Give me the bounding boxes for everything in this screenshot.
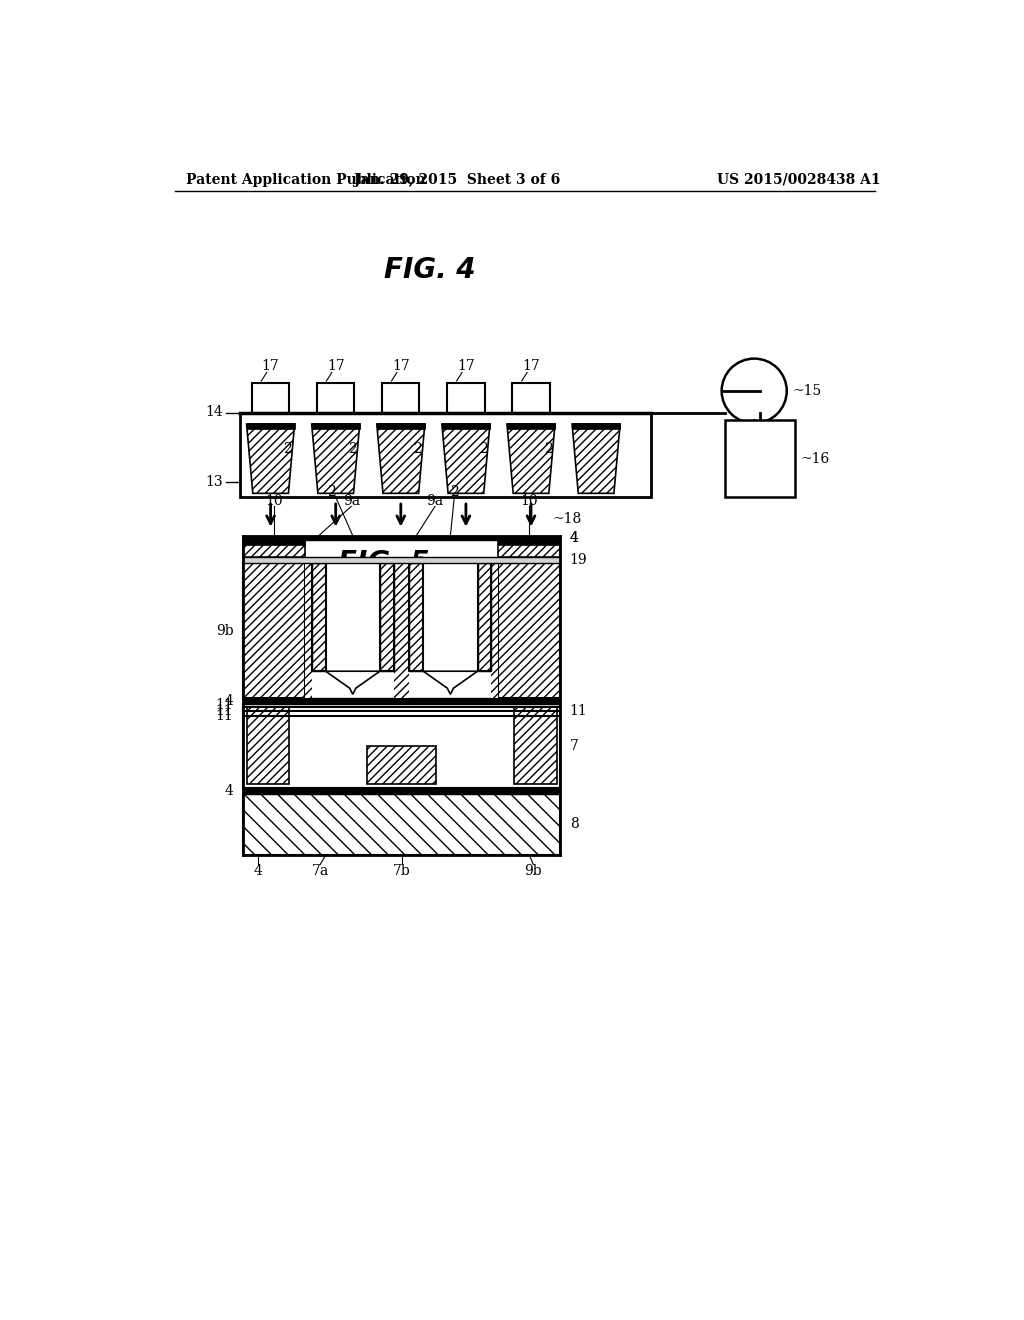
Bar [305,564,499,698]
Text: 4: 4 [224,784,233,799]
Text: 2: 2 [478,442,487,457]
Polygon shape [572,424,621,494]
Bar [377,422,425,429]
Bar [243,704,560,788]
Text: 11: 11 [216,698,233,711]
Text: 9b: 9b [216,624,233,638]
Text: 8: 8 [569,817,579,832]
Text: 17: 17 [392,359,410,374]
Text: 2: 2 [348,442,357,457]
Text: 17: 17 [262,359,280,374]
Text: 11: 11 [216,709,233,723]
Text: 17: 17 [522,359,540,374]
Bar [252,383,289,412]
Text: 2: 2 [327,484,336,499]
Text: 17: 17 [457,359,475,374]
Bar [243,788,560,793]
Text: Jan. 29, 2015  Sheet 3 of 6: Jan. 29, 2015 Sheet 3 of 6 [354,173,560,187]
Text: 2: 2 [414,442,422,457]
Text: US 2015/0028438 A1: US 2015/0028438 A1 [717,173,881,187]
Bar [499,564,560,698]
Text: 4: 4 [224,694,233,709]
Text: 4: 4 [569,531,579,545]
Bar [492,564,499,698]
Bar [380,564,394,671]
Text: 9a: 9a [426,494,443,508]
Bar [514,708,557,784]
Polygon shape [247,424,295,494]
Bar [499,540,560,545]
Bar [512,383,550,412]
Bar [311,564,326,671]
Text: 2: 2 [450,484,459,499]
Bar [447,383,484,412]
Text: 14: 14 [206,405,223,420]
Polygon shape [507,424,555,494]
Bar [247,708,289,784]
Bar [243,540,305,557]
Text: 10: 10 [265,494,283,508]
Bar [305,564,311,698]
Text: 2: 2 [544,442,552,457]
Bar [382,383,420,412]
Text: 11: 11 [569,705,588,718]
Bar [247,422,295,429]
Text: 13: 13 [206,475,223,488]
Polygon shape [423,671,477,694]
Text: 19: 19 [569,553,588,568]
Text: FIG. 5: FIG. 5 [338,549,429,577]
Text: 4: 4 [569,531,579,545]
Bar [317,383,354,412]
Bar [394,564,410,698]
Text: FIG. 4: FIG. 4 [384,256,476,284]
Polygon shape [442,424,489,494]
Bar [243,557,560,564]
Text: ~15: ~15 [793,384,822,397]
Text: 10: 10 [520,494,539,508]
Bar [572,422,621,429]
Text: ~16: ~16 [801,451,829,466]
Text: 9b: 9b [524,863,542,878]
Polygon shape [311,424,359,494]
Bar [507,422,555,429]
Bar [243,793,560,855]
Text: 11: 11 [216,705,233,718]
Text: 4: 4 [254,863,262,878]
Bar [442,422,489,429]
Text: Patent Application Publication: Patent Application Publication [186,173,426,187]
Bar [725,420,795,498]
Polygon shape [377,424,425,494]
Text: 7b: 7b [392,863,411,878]
Bar [477,564,492,671]
Bar [367,746,436,784]
Bar [243,540,305,545]
Text: 7: 7 [569,739,579,752]
Bar [423,564,477,671]
Text: 7a: 7a [311,863,329,878]
Polygon shape [326,671,380,694]
Bar [499,540,560,557]
Bar [311,422,359,429]
Text: 9a: 9a [343,494,359,508]
Bar [243,564,305,698]
Bar [243,536,560,540]
Text: 17: 17 [327,359,344,374]
Bar [241,412,651,498]
Bar [410,564,423,671]
Text: 2: 2 [284,442,292,457]
Bar [243,698,560,704]
Bar [326,564,380,671]
Text: ~18: ~18 [553,512,582,525]
